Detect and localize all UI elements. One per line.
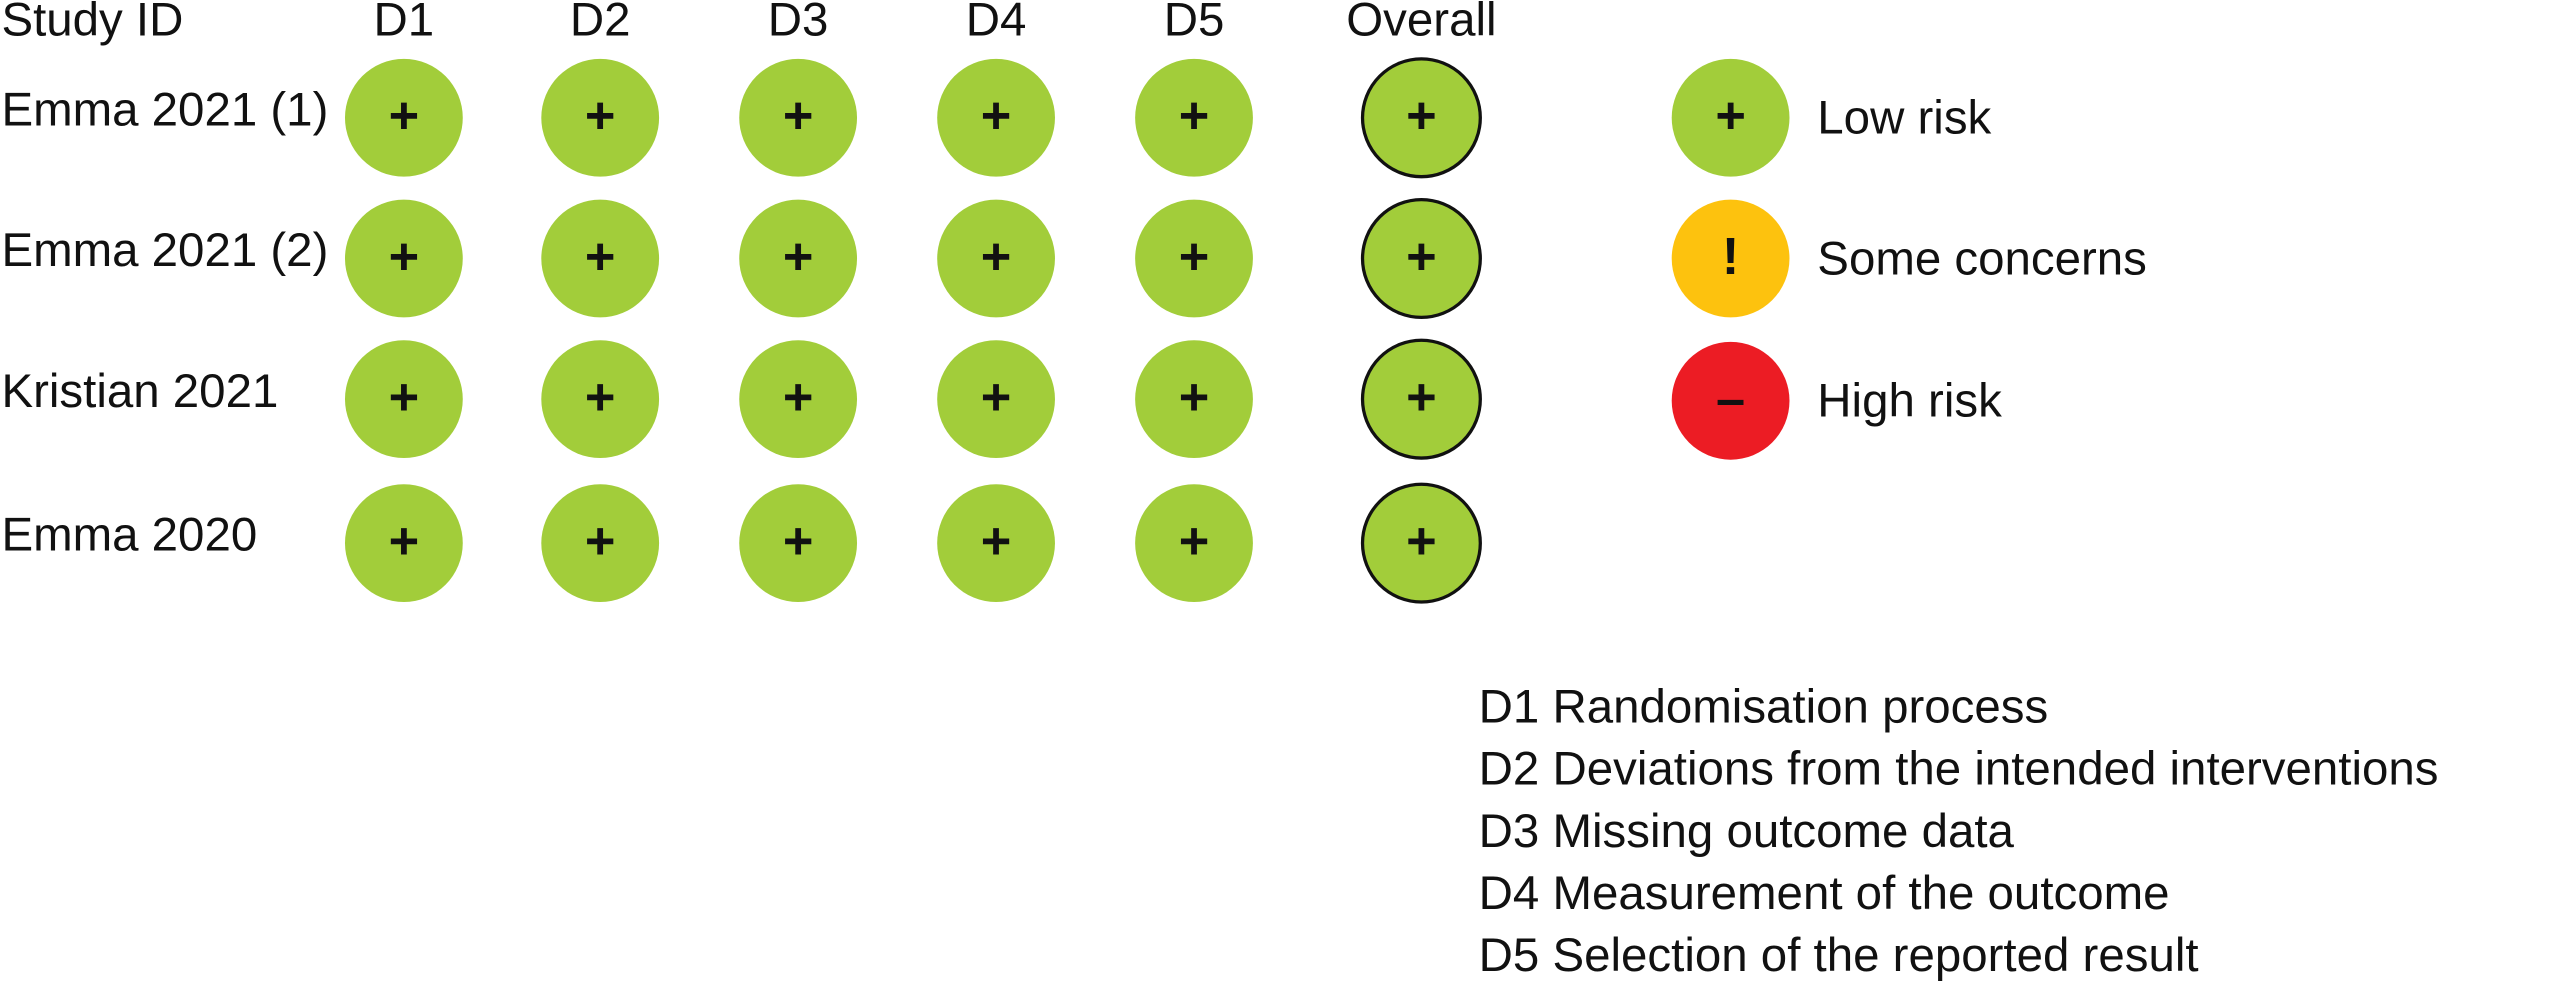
judgment-circle <box>344 484 463 603</box>
judgment-circle <box>344 340 463 459</box>
judgment-circle <box>1135 340 1253 459</box>
overall-symbol: + <box>1406 369 1437 427</box>
domain-description: D5 Selection of the reported result <box>1479 929 2199 982</box>
judgment-symbol: + <box>783 87 814 145</box>
study-label: Kristian 2021 <box>1 365 278 418</box>
legend-symbol: + <box>1715 87 1746 145</box>
judgment-circle <box>1135 484 1253 603</box>
judgment-circle <box>541 340 660 459</box>
judgment-symbol: + <box>389 87 420 145</box>
judgment-circle <box>739 58 858 177</box>
judgment-symbol: + <box>981 228 1012 286</box>
judgment-circle <box>937 199 1055 318</box>
legend-label: High risk <box>1817 375 2002 428</box>
judgment-symbol: + <box>1179 513 1210 571</box>
overall-symbol: + <box>1406 228 1437 286</box>
overall-circle <box>1360 197 1482 320</box>
judgment-circle <box>937 484 1055 603</box>
overall-circle <box>1360 57 1482 179</box>
judgment-circle <box>1135 199 1253 318</box>
header-overall: Overall <box>1346 0 1496 46</box>
judgment-symbol: + <box>585 87 616 145</box>
judgment-circle <box>1135 58 1253 177</box>
legend-circle <box>1671 58 1790 177</box>
judgment-symbol: + <box>389 513 420 571</box>
header-domain: D4 <box>966 0 1027 46</box>
domain-description: D1 Randomisation process <box>1479 681 2049 734</box>
judgment-symbol: + <box>981 87 1012 145</box>
judgment-symbol: + <box>389 228 420 286</box>
judgment-circle <box>541 58 660 177</box>
study-label: Emma 2020 <box>1 509 257 562</box>
judgment-circle <box>739 484 858 603</box>
header-domain: D2 <box>570 0 631 46</box>
judgment-symbol: + <box>1179 228 1210 286</box>
judgment-symbol: + <box>389 369 420 427</box>
legend-circle <box>1671 341 1790 460</box>
judgment-circle <box>739 340 858 459</box>
judgment-circle <box>937 58 1055 177</box>
domain-description: D4 Measurement of the outcome <box>1479 867 2170 920</box>
judgment-circle <box>739 199 858 318</box>
legend-circle <box>1671 199 1790 318</box>
judgment-symbol: + <box>585 513 616 571</box>
overall-circle <box>1360 338 1482 460</box>
judgment-circle <box>344 58 463 177</box>
header-domain: D5 <box>1164 0 1225 46</box>
judgment-circle <box>344 199 463 318</box>
overall-symbol: + <box>1406 87 1437 145</box>
judgment-symbol: + <box>585 228 616 286</box>
judgment-circle <box>541 484 660 603</box>
judgment-symbol: + <box>1179 87 1210 145</box>
legend-label: Some concerns <box>1817 232 2147 285</box>
header-domain: D3 <box>768 0 829 46</box>
header-domain: D1 <box>374 0 435 46</box>
domain-description: D2 Deviations from the intended interven… <box>1479 743 2439 796</box>
judgment-symbol: + <box>783 513 814 571</box>
judgment-symbol: + <box>783 369 814 427</box>
legend-label: Low risk <box>1817 92 1991 145</box>
judgment-symbol: + <box>585 369 616 427</box>
domain-description: D3 Missing outcome data <box>1479 805 2015 858</box>
judgment-symbol: + <box>981 369 1012 427</box>
judgment-circle <box>937 340 1055 459</box>
legend-symbol: – <box>1716 370 1745 428</box>
overall-symbol: + <box>1406 513 1437 571</box>
legend-symbol: ! <box>1722 228 1739 286</box>
study-label: Emma 2021 (1) <box>1 83 328 136</box>
judgment-symbol: + <box>1179 369 1210 427</box>
judgment-circle <box>541 199 660 318</box>
header-study: Study ID <box>1 0 183 46</box>
judgment-symbol: + <box>783 228 814 286</box>
judgment-symbol: + <box>981 513 1012 571</box>
study-label: Emma 2021 (2) <box>1 224 328 277</box>
overall-circle <box>1360 482 1482 604</box>
